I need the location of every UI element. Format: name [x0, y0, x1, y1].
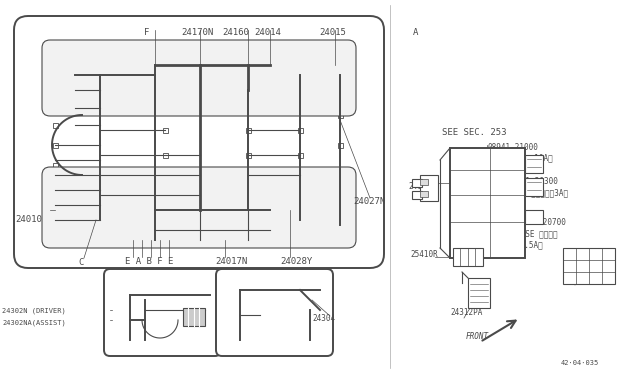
Bar	[163, 173, 168, 177]
Bar	[163, 192, 168, 198]
Bar	[298, 173, 303, 177]
Text: 25410R: 25410R	[410, 250, 438, 259]
Text: 24312P: 24312P	[563, 272, 591, 281]
Bar	[525, 178, 543, 196]
Bar	[131, 237, 136, 243]
Bar	[245, 62, 251, 68]
Text: 24018U: 24018U	[408, 182, 436, 191]
Bar	[298, 103, 303, 108]
Text: 24028Y: 24028Y	[280, 257, 312, 266]
Bar	[52, 202, 58, 208]
Bar	[525, 210, 543, 224]
Bar	[52, 106, 58, 110]
Text: 24010: 24010	[15, 215, 42, 224]
Bar	[453, 248, 483, 266]
Bar	[420, 175, 438, 201]
Text: FUSE ヒューズ（10A）: FUSE ヒューズ（10A）	[488, 153, 553, 162]
Text: 24304: 24304	[312, 314, 335, 323]
Bar	[420, 191, 428, 197]
Text: 24302NA(ASSIST): 24302NA(ASSIST)	[2, 319, 66, 326]
Bar	[163, 128, 168, 132]
Bar	[52, 222, 58, 228]
Text: FRONT: FRONT	[466, 332, 489, 341]
Text: 24302N (DRIVER): 24302N (DRIVER)	[2, 308, 66, 314]
Bar	[337, 142, 342, 148]
Bar	[246, 173, 250, 177]
Text: 0B941-20300: 0B941-20300	[508, 177, 559, 186]
Text: 08941-20700: 08941-20700	[516, 218, 567, 227]
Bar	[52, 122, 58, 128]
Bar	[148, 237, 154, 243]
Bar	[525, 155, 543, 173]
Text: 24015: 24015	[319, 28, 346, 37]
FancyBboxPatch shape	[42, 40, 356, 116]
Bar	[267, 62, 273, 68]
Text: C: C	[78, 258, 83, 267]
FancyBboxPatch shape	[14, 16, 384, 268]
Bar	[157, 237, 163, 243]
Bar	[468, 278, 490, 308]
Bar	[337, 198, 342, 202]
Text: （7.5A）: （7.5A）	[516, 240, 544, 249]
Text: 24312PA: 24312PA	[450, 308, 483, 317]
Bar	[166, 237, 172, 243]
Bar	[298, 222, 303, 228]
Bar	[172, 282, 178, 288]
Text: FUSE ヒューズ: FUSE ヒューズ	[516, 229, 557, 238]
Bar	[183, 308, 205, 326]
Bar	[246, 192, 250, 198]
FancyBboxPatch shape	[216, 269, 333, 356]
Text: 42·04·035: 42·04·035	[561, 360, 599, 366]
Text: 24160: 24160	[222, 28, 249, 37]
Bar	[297, 277, 303, 283]
Bar	[412, 191, 422, 199]
Bar	[152, 62, 158, 68]
Text: FUSE ヒューズ（3A）: FUSE ヒューズ（3A）	[508, 188, 568, 197]
Bar	[52, 73, 58, 77]
Bar	[52, 142, 58, 148]
Bar	[52, 87, 58, 93]
Text: 08941-21000: 08941-21000	[488, 143, 539, 152]
Bar	[420, 179, 428, 185]
Bar	[246, 153, 250, 157]
Bar	[52, 163, 58, 167]
Bar	[163, 153, 168, 157]
Text: E A B F E: E A B F E	[125, 257, 173, 266]
Bar	[563, 248, 615, 284]
Bar	[450, 148, 525, 258]
Bar	[52, 183, 58, 187]
Text: 24170N: 24170N	[181, 28, 213, 37]
Text: 24014: 24014	[254, 28, 281, 37]
Text: A: A	[413, 28, 419, 37]
FancyBboxPatch shape	[42, 167, 356, 248]
Bar	[197, 62, 203, 68]
Bar	[140, 237, 145, 243]
Bar	[337, 222, 342, 228]
Text: 24027N: 24027N	[353, 197, 385, 206]
Bar	[242, 277, 248, 283]
FancyBboxPatch shape	[104, 269, 221, 356]
Bar	[298, 128, 303, 132]
Bar	[125, 279, 131, 285]
Bar	[337, 112, 342, 118]
Bar	[337, 167, 342, 173]
Bar	[298, 153, 303, 157]
Text: F: F	[144, 28, 149, 37]
Text: 24017N: 24017N	[215, 257, 247, 266]
Bar	[246, 128, 250, 132]
Bar	[298, 198, 303, 202]
Bar	[412, 179, 422, 187]
Text: SEE SEC. 253: SEE SEC. 253	[442, 128, 506, 137]
Text: D: D	[190, 315, 194, 321]
Bar	[337, 87, 342, 93]
